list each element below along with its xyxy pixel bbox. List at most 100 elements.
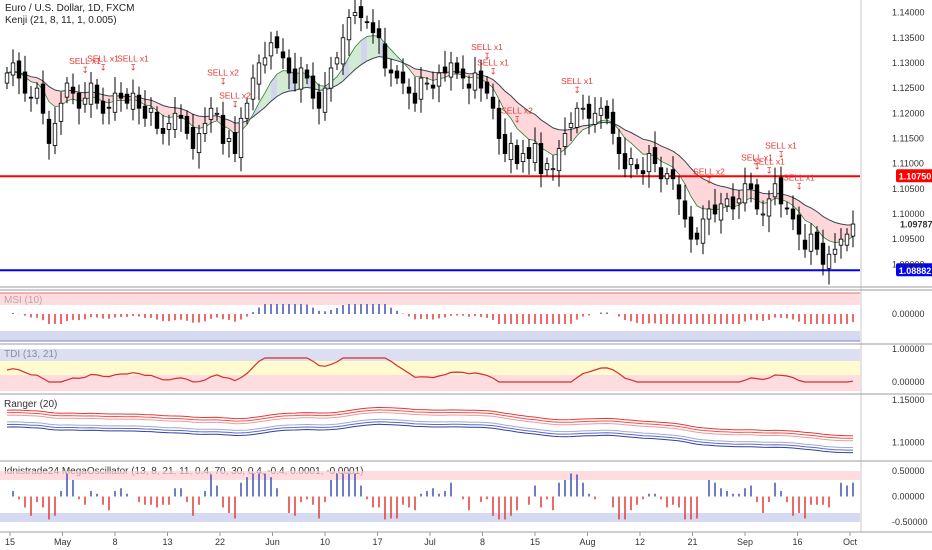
candle [214,107,220,121]
candle [406,78,412,110]
sell-signal-arrow: ↧ [489,67,496,77]
x-tick-label: 22 [215,537,225,547]
candle [340,24,346,76]
band-segment [577,125,583,136]
candle [304,63,310,85]
candle-body [106,106,112,109]
x-tick-label: Oct [843,537,858,547]
band-segment [583,125,589,130]
candle-body [724,198,730,207]
candle-body [808,233,814,252]
band-segment [571,127,577,144]
sell-signal-label: SELL x1 [471,42,503,52]
candle [10,49,16,87]
candle-body [232,132,238,154]
msi-lower-zone [0,331,860,341]
kenji-slow-line [6,55,854,226]
candle-body [124,93,130,104]
candle [22,55,28,102]
candle [346,9,352,56]
band-segment [283,70,289,93]
candle-body [820,242,826,265]
tdi-tick-top: 1.00000 [892,344,925,354]
candle [94,79,100,110]
band-segment [685,161,691,197]
band-segment [787,195,793,206]
x-tick-label: 13 [162,537,172,547]
price-tick: 1.12000 [892,108,925,118]
band-segment [49,86,55,107]
sell-signal-label: SELL x1 [87,54,119,64]
candle [124,88,130,110]
candle-body [448,62,454,78]
candle [724,192,730,212]
sell-signal-arrow: ↧ [231,99,238,109]
candle [802,224,808,258]
candle-body [190,126,196,149]
candle [730,183,736,221]
candle [442,50,448,82]
x-tick-label: 16 [792,537,802,547]
candle [292,52,298,92]
candle-body [40,83,46,114]
candle-body [280,51,286,59]
candle-body [634,164,640,170]
candle [706,200,712,236]
band-segment [343,56,349,81]
candle-body [484,81,490,94]
candle-body [784,207,790,210]
sell-signal-arrow: ↧ [903,0,910,2]
candle [208,97,214,133]
candle-body [694,232,700,240]
sell-signal-arrow: ↧ [897,0,904,2]
candle [244,97,250,125]
candle-body [610,111,616,134]
sell-signal-label: SELL x1 [477,58,509,68]
x-tick-label: 17 [372,537,382,547]
candle-body [406,86,412,94]
candle [784,201,790,215]
band-segment [697,174,703,209]
band-segment [799,200,805,221]
candle [154,106,160,135]
ranger-band-line [6,409,853,439]
candle-body [472,72,478,91]
candle-body [670,169,676,180]
candle [514,139,520,170]
band-segment [421,69,427,79]
candle-body [850,223,856,237]
candle-body [832,248,838,255]
candle [382,27,388,77]
price-tick: 1.13000 [892,58,925,68]
candle [376,20,382,54]
candle [352,0,358,25]
candle [364,15,370,29]
candle-body [658,167,664,180]
candle-body [436,72,442,87]
candle-body [184,115,190,134]
tdi-panel: TDI (13, 21) [0,349,860,391]
candle-body [34,87,40,99]
sell-signal-label: SELL x1 [561,76,593,86]
candle-body [754,184,760,210]
resistance-label: 1.10750 [899,172,932,182]
candle-body [478,70,484,89]
band-segment [535,114,541,148]
candle-body [136,94,142,109]
candle [670,156,676,190]
candle [106,98,112,125]
candle-body [160,127,166,134]
candle-body [10,62,16,76]
candle [286,49,292,90]
candle-body [268,42,274,57]
msi-panel: MSI (10) [0,292,860,342]
candle [394,64,400,85]
mega-tick: 0.00000 [892,492,925,502]
band-segment [523,106,529,140]
sell-signal-label: SELL x2 [207,68,239,78]
candle [436,64,442,103]
candle-body [424,82,430,85]
candle [100,87,106,125]
candle [412,77,418,112]
